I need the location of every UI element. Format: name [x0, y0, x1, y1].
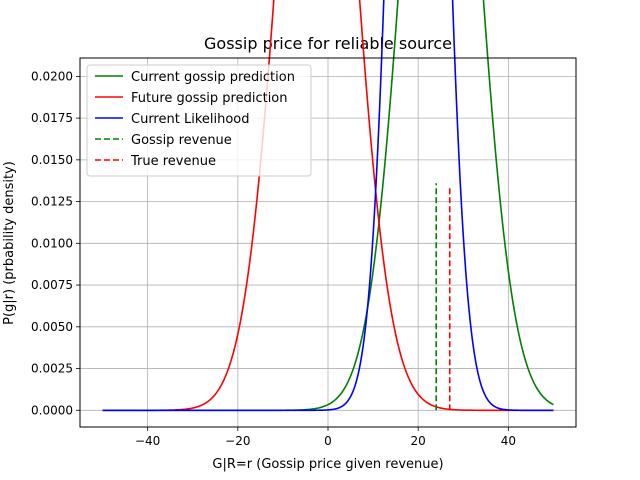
y-tick-label: 0.0025 — [31, 362, 73, 376]
y-tick-label: 0.0175 — [31, 111, 73, 125]
x-axis-label: G|R=r (Gossip price given revenue) — [212, 457, 443, 472]
series-layer — [102, 0, 554, 412]
legend-label: True revenue — [130, 154, 216, 169]
x-tick-label: −20 — [225, 434, 250, 448]
y-tick-label: 0.0150 — [31, 153, 73, 167]
legend-label: Current gossip prediction — [131, 70, 295, 85]
legend-box — [86, 64, 312, 177]
grid — [80, 58, 576, 427]
y-tick-label: 0.0050 — [31, 320, 73, 334]
y-tick-label: 0.0000 — [31, 403, 73, 417]
ticks: −40 −20 0 20 40 0.0000 0.0025 0.0050 0.0075 0.010… — [31, 69, 516, 448]
legend-label: Current Likelihood — [131, 112, 250, 127]
y-tick-label: 0.0200 — [31, 69, 73, 83]
y-axis-label: P(g|r) (prbability density) — [2, 161, 17, 325]
legend: Current gossip prediction Future gossip p… — [86, 64, 312, 177]
legend-label: Gossip revenue — [131, 133, 232, 148]
x-tick-label: −40 — [135, 434, 160, 448]
x-tick-label: 20 — [411, 434, 426, 448]
x-tick-label: 0 — [324, 434, 332, 448]
series-line — [102, 0, 554, 412]
x-tick-label: 40 — [501, 434, 516, 448]
y-tick-label: 0.0100 — [31, 236, 73, 250]
chart-title: Gossip price for reliable source — [204, 34, 452, 53]
y-tick-label: 0.0125 — [31, 195, 73, 209]
legend-label: Future gossip prediction — [131, 91, 288, 106]
y-tick-label: 0.0075 — [31, 278, 73, 292]
